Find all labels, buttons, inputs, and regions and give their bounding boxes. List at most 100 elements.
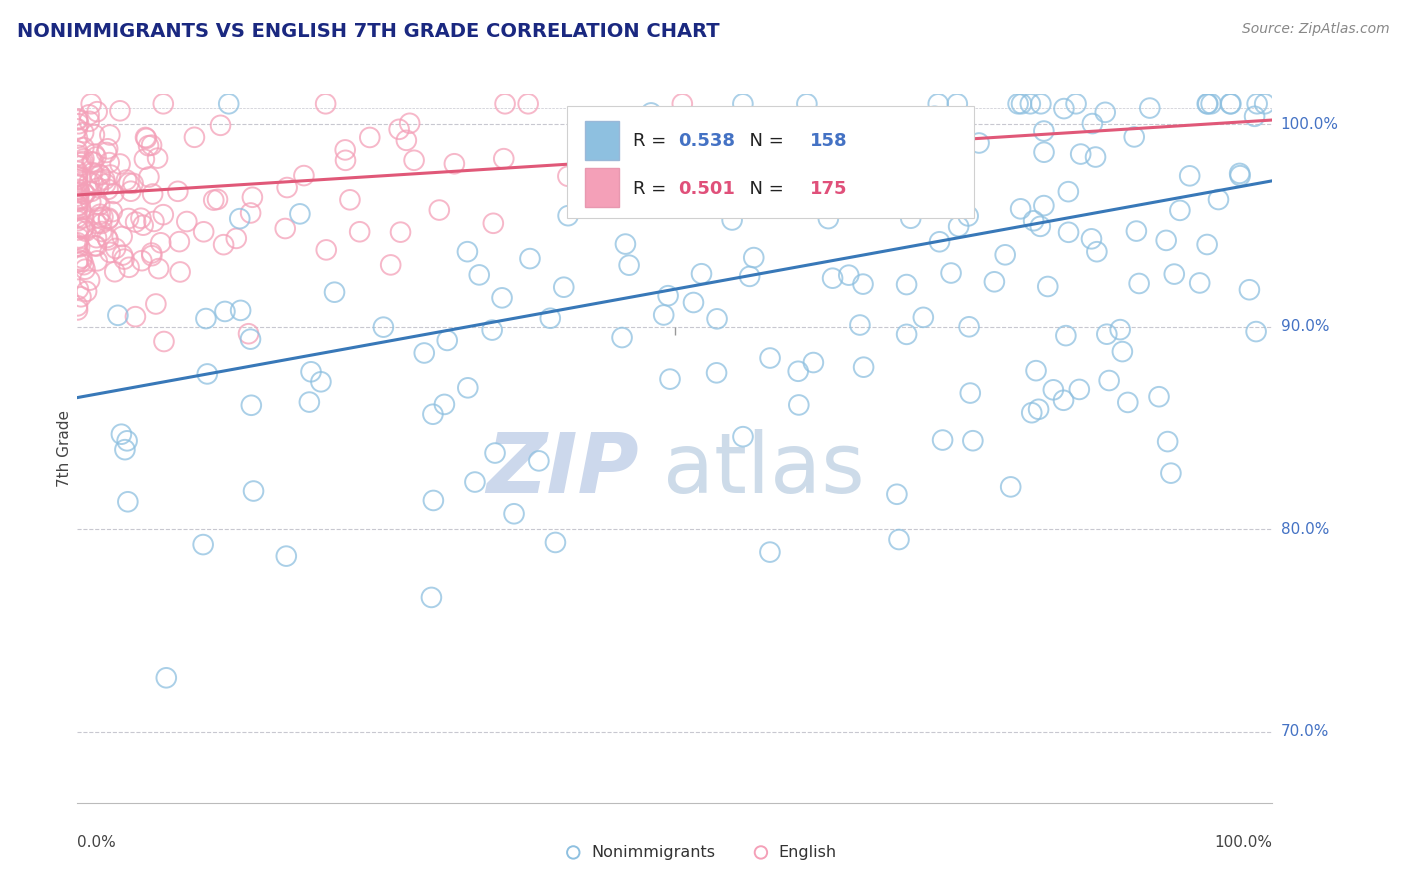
Point [652, 308, 675, 322]
Point [101, 204, 124, 219]
Text: 80.0%: 80.0% [1281, 522, 1329, 537]
Point [759, 545, 782, 559]
Point [209, 119, 232, 133]
Point [389, 225, 412, 239]
Point [66, 178, 89, 193]
Point [1243, 109, 1265, 123]
Point [887, 533, 910, 547]
Point [118, 260, 141, 275]
Point [67, 117, 90, 131]
Point [132, 218, 155, 232]
Point [67, 192, 90, 206]
Point [97, 142, 120, 156]
Text: 175: 175 [810, 180, 848, 198]
FancyBboxPatch shape [585, 120, 619, 160]
Text: NONIMMIGRANTS VS ENGLISH 7TH GRADE CORRELATION CHART: NONIMMIGRANTS VS ENGLISH 7TH GRADE CORRE… [17, 22, 720, 41]
Point [66, 131, 89, 145]
Point [83, 147, 105, 161]
Point [72, 211, 94, 225]
Point [77, 176, 100, 190]
Point [1070, 147, 1092, 161]
Point [66, 113, 89, 128]
Point [86, 253, 108, 268]
Point [1229, 166, 1251, 180]
Point [83, 128, 105, 142]
Point [97, 211, 120, 226]
Point [97, 182, 120, 196]
Point [76, 285, 98, 299]
Point [946, 96, 969, 111]
Point [75, 186, 97, 201]
Point [875, 164, 897, 178]
Point [398, 116, 420, 130]
Point [131, 253, 153, 268]
Point [817, 211, 839, 226]
Point [115, 173, 138, 187]
Point [75, 224, 97, 238]
Point [66, 211, 89, 225]
Point [67, 193, 90, 207]
Point [66, 202, 89, 216]
Point [1197, 96, 1219, 111]
Point [66, 223, 89, 237]
Point [1116, 395, 1139, 409]
Point [107, 308, 129, 322]
Point [557, 209, 579, 223]
Point [1021, 406, 1043, 420]
Point [657, 288, 679, 302]
Point [195, 367, 218, 381]
Point [731, 430, 754, 444]
Text: 70.0%: 70.0% [1281, 724, 1329, 739]
Point [67, 186, 90, 200]
Point [1095, 327, 1118, 342]
Point [468, 268, 491, 282]
Point [152, 208, 174, 222]
Point [66, 189, 89, 203]
Point [464, 475, 486, 489]
Point [315, 243, 337, 257]
Point [66, 172, 89, 186]
Point [134, 152, 156, 166]
Point [292, 169, 315, 183]
Point [897, 155, 920, 169]
Point [482, 216, 505, 230]
Point [1084, 150, 1107, 164]
Point [229, 303, 252, 318]
Point [148, 261, 170, 276]
Text: Nonimmigrants: Nonimmigrants [592, 845, 716, 860]
Point [924, 109, 946, 123]
Point [120, 184, 142, 198]
Point [1188, 276, 1211, 290]
Text: 0.538: 0.538 [679, 132, 735, 150]
Point [953, 165, 976, 179]
Point [111, 229, 134, 244]
Point [80, 96, 103, 111]
Point [491, 291, 513, 305]
Point [66, 255, 89, 269]
Point [422, 493, 444, 508]
Point [122, 177, 145, 191]
Point [380, 258, 402, 272]
Point [145, 297, 167, 311]
Point [912, 181, 935, 195]
Point [80, 194, 103, 209]
Point [484, 446, 506, 460]
Point [115, 434, 138, 448]
Point [98, 245, 121, 260]
Point [98, 128, 121, 142]
Point [183, 130, 205, 145]
Point [821, 271, 844, 285]
Point [1057, 185, 1080, 199]
Point [1019, 96, 1042, 111]
Point [557, 169, 579, 184]
Point [896, 327, 918, 342]
Point [124, 215, 146, 229]
Point [1111, 344, 1133, 359]
Point [138, 138, 160, 153]
Point [66, 235, 89, 250]
Point [492, 152, 515, 166]
Point [1239, 283, 1261, 297]
Point [73, 141, 96, 155]
Point [73, 258, 96, 272]
Point [962, 434, 984, 448]
